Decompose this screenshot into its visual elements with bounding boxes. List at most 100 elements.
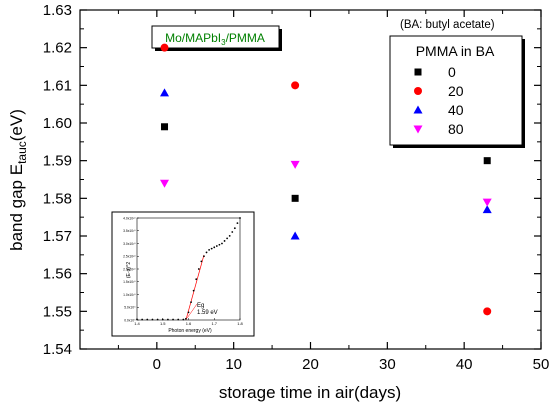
legend-label-40: 40	[448, 102, 464, 118]
legend-marker-20	[414, 87, 422, 95]
data-point-80-0	[160, 179, 170, 188]
inset-x-axis-label: Photon energy (eV)	[168, 328, 212, 334]
x-tick-label: 40	[456, 356, 473, 373]
legend-shadow-right	[522, 39, 525, 148]
inset-x-tick-label: 1.5	[160, 321, 166, 326]
inset-data-point	[190, 301, 192, 304]
y-tick-label: 1.54	[43, 341, 72, 358]
legend-marker-80	[413, 125, 423, 134]
data-point-20-2	[483, 307, 492, 316]
inset-data-point	[182, 318, 185, 321]
data-point-40-2	[482, 205, 492, 214]
inset-data-point	[177, 318, 180, 321]
x-tick-label: 20	[302, 356, 319, 373]
y-tick-label: 1.59	[43, 153, 72, 170]
legend-marker-40	[413, 105, 423, 114]
y-tick-label: 1.61	[43, 77, 72, 94]
inset-data-point	[236, 222, 239, 225]
legend-label-80: 80	[448, 121, 464, 137]
data-point-0-1	[291, 194, 299, 202]
legend-marker-0	[414, 68, 422, 76]
x-tick-label: 0	[153, 356, 161, 373]
inset-y-tick-label: 2.0x10¹⁰	[123, 267, 136, 271]
inset-data-point	[161, 318, 164, 321]
sample-label-shadow-bottom	[155, 48, 282, 51]
data-points	[160, 43, 492, 316]
inset-data-point	[146, 318, 149, 321]
inset-y-tick-label: 5.0x10⁹	[124, 306, 136, 310]
inset-x-tick-label: 1.6	[186, 321, 192, 326]
legend-label-20: 20	[448, 83, 464, 99]
data-point-80-2	[482, 198, 492, 207]
inset-y-tick-label: 3.5x10¹⁰	[123, 229, 136, 233]
y-tick-label: 1.63	[43, 2, 72, 19]
y-tick-label: 1.60	[43, 115, 72, 132]
x-tick-label: 50	[533, 356, 550, 373]
inset-data-point	[226, 237, 229, 240]
inset-tangent-line	[185, 254, 205, 321]
inset-data-point	[233, 227, 236, 230]
inset-data-point	[187, 311, 190, 314]
inset-data-point	[192, 289, 195, 292]
inset-y-tick-label: 2.5x10¹⁰	[123, 255, 136, 259]
inset-data-point	[195, 278, 198, 281]
legend: PMMA in BA 0 20 40 80	[389, 35, 525, 148]
inset-data-point	[231, 231, 234, 233]
data-point-40-1	[290, 231, 300, 240]
inset-y-tick-label: 0.0x10⁹	[124, 318, 136, 322]
inset-data-point	[141, 318, 144, 321]
inset-data-point	[239, 217, 241, 219]
inset-y-tick-label: 1.0x10¹⁰	[123, 293, 136, 297]
y-tick-label: 1.57	[43, 228, 72, 245]
y-tick-label: 1.55	[43, 303, 72, 320]
inset-data-point	[200, 260, 203, 263]
inset-y-axis-label: (E·α)^2	[126, 262, 132, 279]
data-point-80-1	[290, 160, 300, 169]
inset-data-point	[228, 234, 231, 237]
legend-title: PMMA in BA	[416, 43, 495, 59]
inset-data-point	[213, 246, 216, 249]
inset-frame	[111, 211, 255, 337]
data-point-0-0	[161, 123, 169, 131]
y-tick-label: 1.62	[43, 40, 72, 57]
inset-y-tick-label: 3.0x10¹⁰	[123, 242, 136, 246]
inset-data-point	[151, 318, 154, 321]
x-axis-ticks: 0 10 20 30 40 50	[117, 10, 550, 373]
inset-data-point	[221, 242, 223, 245]
inset-data-point	[203, 255, 205, 258]
inset-eg-value: 1.59 eV	[197, 310, 218, 316]
inset-eg-pointer	[187, 303, 198, 319]
sample-label-box: Mo/MAPbI3/PMMA	[151, 25, 282, 51]
inset-chart: 1.4 1.5 1.6 1.7 1.8 0.0x10⁹ 5.0x10⁹ 1.0x10¹⁰ 1.5…	[111, 211, 255, 337]
inset-eg-label: Eg	[197, 303, 204, 309]
data-point-0-2	[483, 157, 491, 165]
inset-points	[136, 217, 241, 321]
inset-x-tick-label: 1.7	[211, 321, 217, 326]
inset-x-tick-label: 1.4	[134, 321, 140, 326]
data-point-40-0	[160, 88, 170, 97]
legend-items: 0 20 40 80	[413, 64, 464, 137]
legend-shadow-bottom	[393, 145, 525, 148]
inset-data-point	[218, 243, 221, 246]
inset-y-tick-label: 1.5x10¹⁰	[123, 280, 136, 284]
inset-data-point	[156, 318, 159, 321]
x-tick-label: 30	[379, 356, 396, 373]
inset-axes: 1.4 1.5 1.6 1.7 1.8 0.0x10⁹ 5.0x10⁹ 1.0x10¹⁰ 1.5…	[123, 216, 243, 326]
inset-data-point	[197, 268, 200, 270]
y-axis-label: band gap Etauc(eV)	[7, 109, 29, 251]
inset-data-point	[223, 240, 226, 242]
inset-data-point	[205, 251, 208, 254]
inset-x-tick-label: 1.8	[237, 321, 243, 326]
y-tick-label: 1.58	[43, 190, 72, 207]
inset-data-point	[185, 317, 187, 320]
inset-data-point	[167, 318, 169, 321]
y-tick-label: 1.56	[43, 266, 72, 283]
data-point-20-1	[291, 81, 300, 90]
inset-data-point	[172, 318, 174, 321]
inset-data-point	[136, 318, 138, 321]
x-axis-label: storage time in air(days)	[219, 383, 401, 402]
y-axis-ticks: 1.54 1.55 1.56 1.57 1.58 1.59 1.60 1.61 1.62 1.63	[43, 2, 541, 358]
data-point-20-0	[160, 43, 169, 52]
legend-frame	[389, 35, 523, 146]
